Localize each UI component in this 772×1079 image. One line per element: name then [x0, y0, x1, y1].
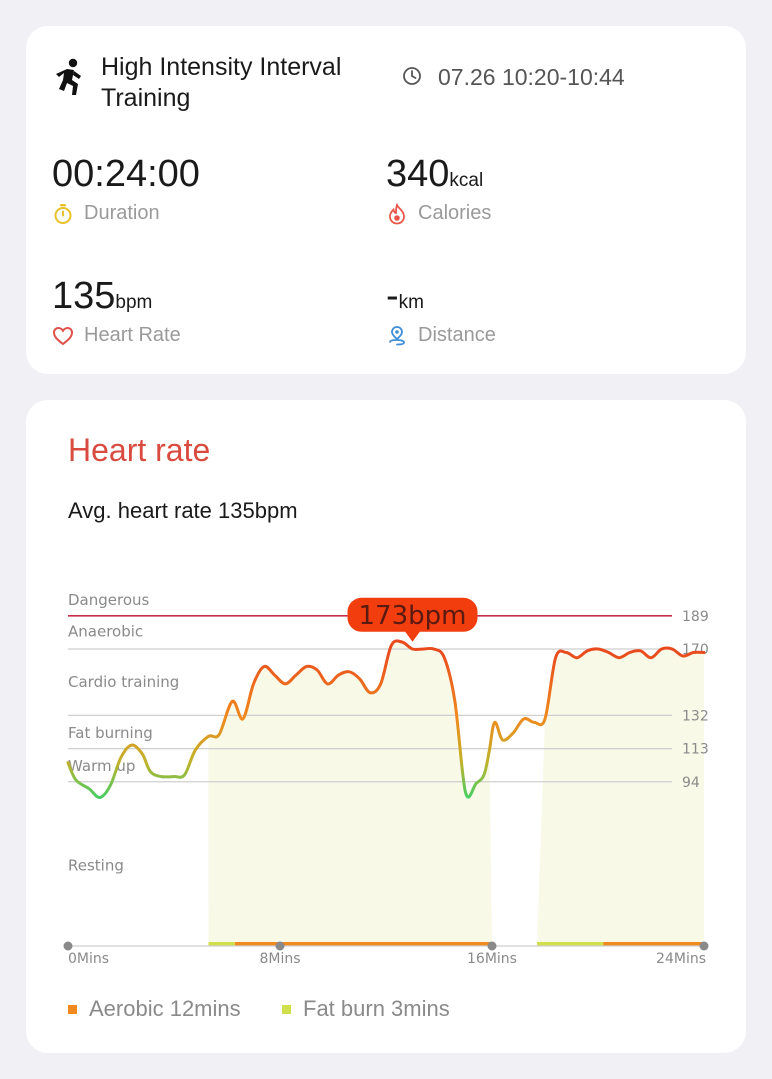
- heart-icon: [52, 326, 74, 345]
- zone-label-2: Cardio training: [68, 673, 179, 691]
- heart-rate-series-line: [66, 639, 706, 799]
- x-tick-dot-0: [63, 941, 73, 951]
- peak-value-label: 173bpm: [359, 601, 467, 631]
- heart-rate-unit: bpm: [115, 292, 153, 313]
- clock-icon: [403, 67, 421, 85]
- fat-burn-legend-label: Fat burn 3mins: [303, 996, 450, 1021]
- peak-bubble-pointer: [404, 630, 421, 642]
- zone-label-3: Fat burning: [68, 724, 153, 742]
- shaded-region-0: [208, 642, 492, 946]
- heart-rate-section-title: Heart rate: [68, 432, 211, 468]
- zone-band-0: [208, 942, 235, 946]
- peak-bubble: [347, 597, 478, 632]
- calories-metric: 340kcal Calories: [386, 154, 491, 225]
- heart-rate-label: Heart Rate: [84, 324, 181, 346]
- workout-summary-card: High Intensity Interval Training 07.26 1…: [26, 26, 746, 374]
- zone-label-0: Dangerous: [68, 591, 150, 609]
- aerobic-swatch: [68, 1004, 77, 1014]
- stopwatch-icon: [54, 203, 72, 224]
- running-person-icon: [56, 58, 81, 95]
- distance-unit: km: [398, 292, 424, 313]
- zone-label-1: Anaerobic: [68, 623, 143, 641]
- zone-band-1: [234, 942, 492, 946]
- distance-value: -: [386, 275, 399, 317]
- heart-rate-card: Heart rate Avg. heart rate 135bpm Danger…: [26, 400, 746, 1053]
- heart-rate-metric: 135bpm Heart Rate: [52, 276, 181, 347]
- calories-label: Calories: [418, 202, 492, 224]
- x-tick-label-1: 8Mins: [259, 951, 300, 967]
- zone-band-2: [537, 942, 604, 946]
- zone-threshold-value-0: 189: [682, 609, 709, 625]
- average-heart-rate: Avg. heart rate 135bpm: [68, 498, 298, 523]
- workout-title: High Intensity Interval Training: [101, 53, 342, 112]
- workout-time-range: 07.26 10:20-10:44: [438, 64, 625, 90]
- zone-band-3: [603, 942, 704, 946]
- distance-metric: -km Distance: [386, 276, 496, 347]
- zone-threshold-value-3: 113: [682, 742, 709, 758]
- heart-rate-value: 135: [52, 275, 116, 317]
- shaded-region-1: [537, 649, 704, 946]
- zone-threshold-value-2: 132: [682, 708, 709, 724]
- calories-unit: kcal: [449, 170, 484, 191]
- fat-burn-swatch: [282, 1004, 291, 1014]
- flame-icon: [389, 202, 405, 224]
- x-tick-label-3: 24Mins: [656, 951, 706, 967]
- x-tick-label-2: 16Mins: [467, 951, 517, 967]
- zone-threshold-value-4: 94: [682, 775, 700, 791]
- x-tick-label-0: 0Mins: [68, 951, 109, 967]
- x-tick-dot-1: [275, 941, 285, 951]
- duration-value: 00:24:00: [52, 153, 200, 195]
- duration-label: Duration: [84, 202, 160, 224]
- x-tick-dot-2: [487, 941, 497, 951]
- distance-label: Distance: [418, 324, 496, 346]
- zone-label-5: Resting: [68, 857, 124, 875]
- location-pin-icon: [389, 325, 405, 345]
- duration-metric: 00:24:00 Duration: [52, 154, 200, 225]
- zone-label-4: Warm up: [68, 757, 135, 775]
- calories-value: 340: [386, 153, 450, 195]
- x-tick-dot-3: [699, 941, 709, 951]
- aerobic-legend-label: Aerobic 12mins: [89, 996, 241, 1021]
- legend-aerobic: Aerobic 12mins: [68, 996, 241, 1022]
- legend-fat-burn: Fat burn 3mins: [282, 996, 450, 1022]
